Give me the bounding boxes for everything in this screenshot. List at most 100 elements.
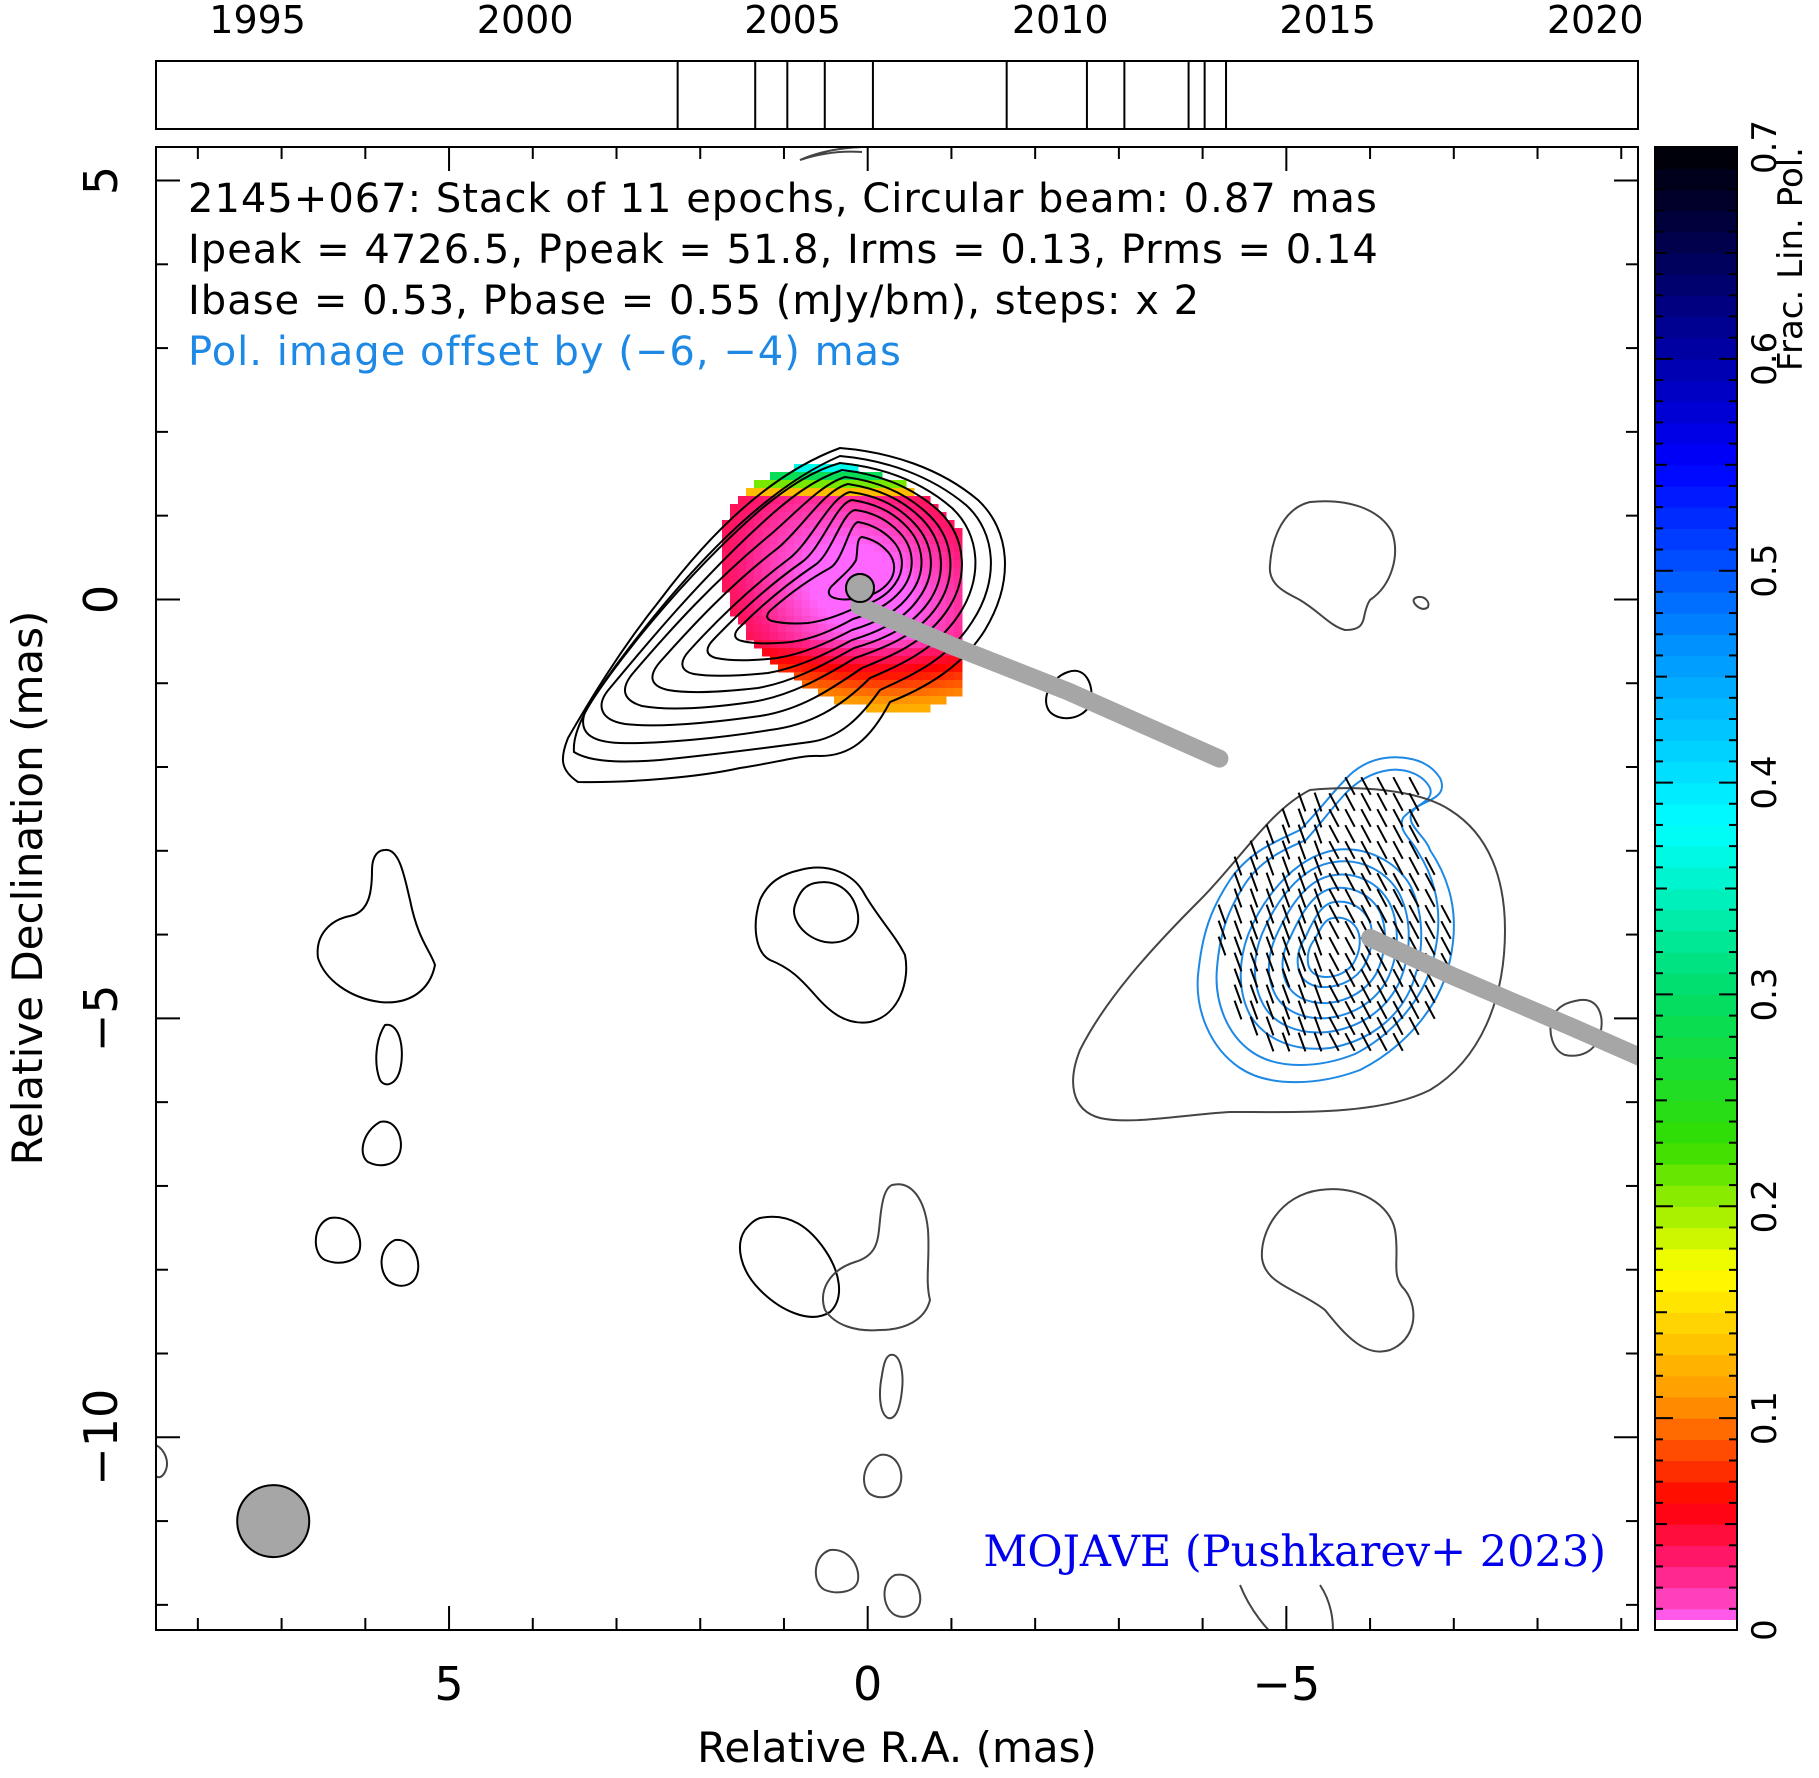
fpol-pixel: [818, 480, 827, 489]
colorbar-segment: [1655, 909, 1737, 932]
colorbar-segment: [1655, 210, 1737, 233]
fpol-pixel: [842, 504, 851, 513]
evpa-tick: [1424, 984, 1436, 1004]
fpol-pixel: [882, 664, 891, 673]
fpol-pixel: [906, 648, 915, 657]
fpol-pixel: [882, 560, 891, 569]
fpol-pixel: [954, 552, 963, 561]
evpa-tick: [1281, 1000, 1291, 1020]
colorbar-segment: [1655, 1163, 1737, 1186]
fpol-pixel: [778, 616, 787, 625]
fpol-pixel: [842, 496, 851, 505]
fpol-pixel: [850, 528, 859, 537]
fpol-pixel: [898, 576, 907, 585]
colorbar-segment: [1655, 1269, 1737, 1292]
fpol-pixel: [938, 584, 947, 593]
fpol-pixel: [842, 688, 851, 697]
evpa-tick: [1328, 920, 1340, 940]
colorbar-segment: [1655, 337, 1737, 360]
colorbar-segment: [1655, 358, 1737, 381]
evpa-tick: [1408, 792, 1420, 812]
colorbar-segment: [1655, 803, 1737, 826]
fpol-pixel: [938, 544, 947, 553]
evpa-tick: [1265, 872, 1275, 892]
evpa-tick: [1313, 920, 1323, 940]
fpol-pixel: [770, 488, 779, 497]
evpa-tick: [1249, 904, 1259, 924]
fpol-pixel: [954, 600, 963, 609]
fpol-pixel: [874, 520, 883, 529]
y-tick-label: −5: [74, 984, 128, 1052]
fpol-pixel: [770, 504, 779, 513]
evpa-tick: [1344, 872, 1356, 892]
fpol-pixel: [850, 672, 859, 681]
fpol-pixel: [890, 528, 899, 537]
evpa-tick: [1313, 904, 1323, 924]
fpol-pixel: [930, 576, 939, 585]
fpol-pixel: [754, 632, 763, 641]
fpol-pixel: [778, 512, 787, 521]
fpol-pixel: [770, 640, 779, 649]
evpa-tick: [1392, 1000, 1404, 1020]
colorbar-segment: [1655, 380, 1737, 402]
fpol-pixel: [906, 600, 915, 609]
fpol-pixel: [778, 648, 787, 657]
fpol-pixel: [858, 568, 867, 577]
evpa-tick: [1281, 1032, 1291, 1052]
evpa-tick: [1344, 952, 1356, 972]
colorbar-segment: [1655, 274, 1737, 296]
evpa-tick: [1265, 824, 1275, 844]
evpa-tick: [1249, 968, 1259, 988]
fpol-pixel: [746, 544, 755, 553]
fpol-pixel: [906, 696, 915, 705]
fpol-pixel: [850, 568, 859, 577]
colorbar-tick-label: 0.1: [1745, 1391, 1785, 1445]
fpol-pixel: [858, 544, 867, 553]
fpol-pixel: [818, 512, 827, 521]
fpol-pixel: [954, 528, 963, 537]
evpa-tick: [1313, 984, 1323, 1004]
fpol-pixel: [810, 648, 819, 657]
fpol-pixel: [810, 488, 819, 497]
fpol-pixel: [738, 536, 747, 545]
evpa-tick: [1328, 808, 1340, 828]
fpol-pixel: [922, 592, 931, 601]
fpol-pixel: [930, 584, 939, 593]
fpol-pixel: [890, 600, 899, 609]
evpa-tick: [1360, 840, 1372, 860]
fpol-pixel: [858, 552, 867, 561]
fpol-pixel: [722, 568, 731, 577]
fpol-pixel: [802, 552, 811, 561]
fpol-pixel: [810, 640, 819, 649]
fpol-pixel: [818, 592, 827, 601]
fpol-pixel: [746, 552, 755, 561]
fpol-pixel: [786, 472, 795, 481]
fpol-pixel: [770, 616, 779, 625]
evpa-tick: [1297, 936, 1307, 956]
fpol-pixel: [818, 584, 827, 593]
colorbar-segment: [1655, 1481, 1737, 1504]
fpol-pixel: [762, 584, 771, 593]
fpol-pixel: [898, 648, 907, 657]
fpol-pixel: [890, 584, 899, 593]
fpol-pixel: [762, 488, 771, 497]
evpa-tick: [1265, 952, 1275, 972]
colorbar-segment: [1655, 761, 1737, 784]
fpol-pixel: [882, 488, 891, 497]
fpol-pixel: [834, 464, 843, 473]
fpol-pixel: [746, 496, 755, 505]
fpol-pixel: [810, 592, 819, 601]
fpol-pixel: [866, 480, 875, 489]
evpa-tick: [1249, 888, 1259, 908]
evpa-tick: [1313, 792, 1323, 812]
evpa-tick: [1360, 1016, 1372, 1036]
y-tick-label: 5: [74, 166, 128, 195]
fpol-pixel: [850, 656, 859, 665]
evpa-tick: [1424, 904, 1436, 924]
fpol-pixel: [834, 616, 843, 625]
x-tick-label: −5: [1252, 1657, 1320, 1711]
fpol-pixel: [906, 704, 915, 713]
evpa-tick: [1408, 888, 1420, 908]
fpol-pixel: [834, 608, 843, 617]
fpol-pixel: [738, 616, 747, 625]
